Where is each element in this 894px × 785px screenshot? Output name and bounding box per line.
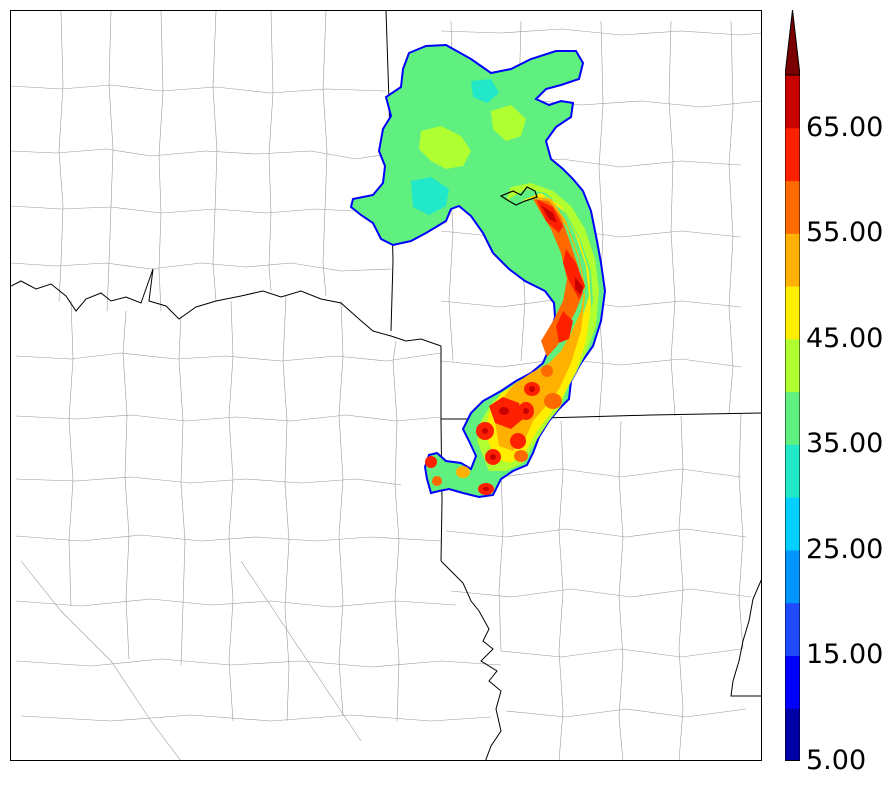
colorbar-bin [785, 338, 800, 393]
colorbar-tick-label: 5.00 [806, 745, 867, 776]
colorbar-bin [785, 444, 800, 498]
colorbar-tick-label: 55.00 [806, 217, 884, 249]
colorbar-tick-label: 45.00 [806, 322, 884, 354]
reflectivity-echo [349, 43, 607, 499]
colorbar-bin [785, 708, 800, 761]
colorbar-bin [785, 497, 800, 551]
colorbar-bin [785, 233, 800, 287]
map-canvas [11, 11, 761, 760]
colorbar-bin [785, 655, 800, 709]
colorbar-bin [785, 549, 800, 604]
colorbar-bin [785, 180, 800, 234]
colorbar-bin [785, 286, 800, 340]
colorbar-bin [785, 602, 800, 656]
colorbar-extend-arrow [785, 10, 800, 76]
radar-reflectivity-map [10, 10, 762, 761]
colorbar-tick-label: 35.00 [806, 428, 884, 460]
colorbar-tick-label: 15.00 [806, 639, 884, 671]
colorbar-bin [785, 75, 800, 129]
colorbar-bin [785, 391, 800, 445]
county-borders [11, 11, 761, 760]
colorbar-tick-label: 25.00 [806, 533, 884, 565]
colorbar-bin [785, 127, 800, 182]
colorbar [785, 10, 800, 761]
colorbar-tick-label: 65.00 [806, 111, 884, 143]
